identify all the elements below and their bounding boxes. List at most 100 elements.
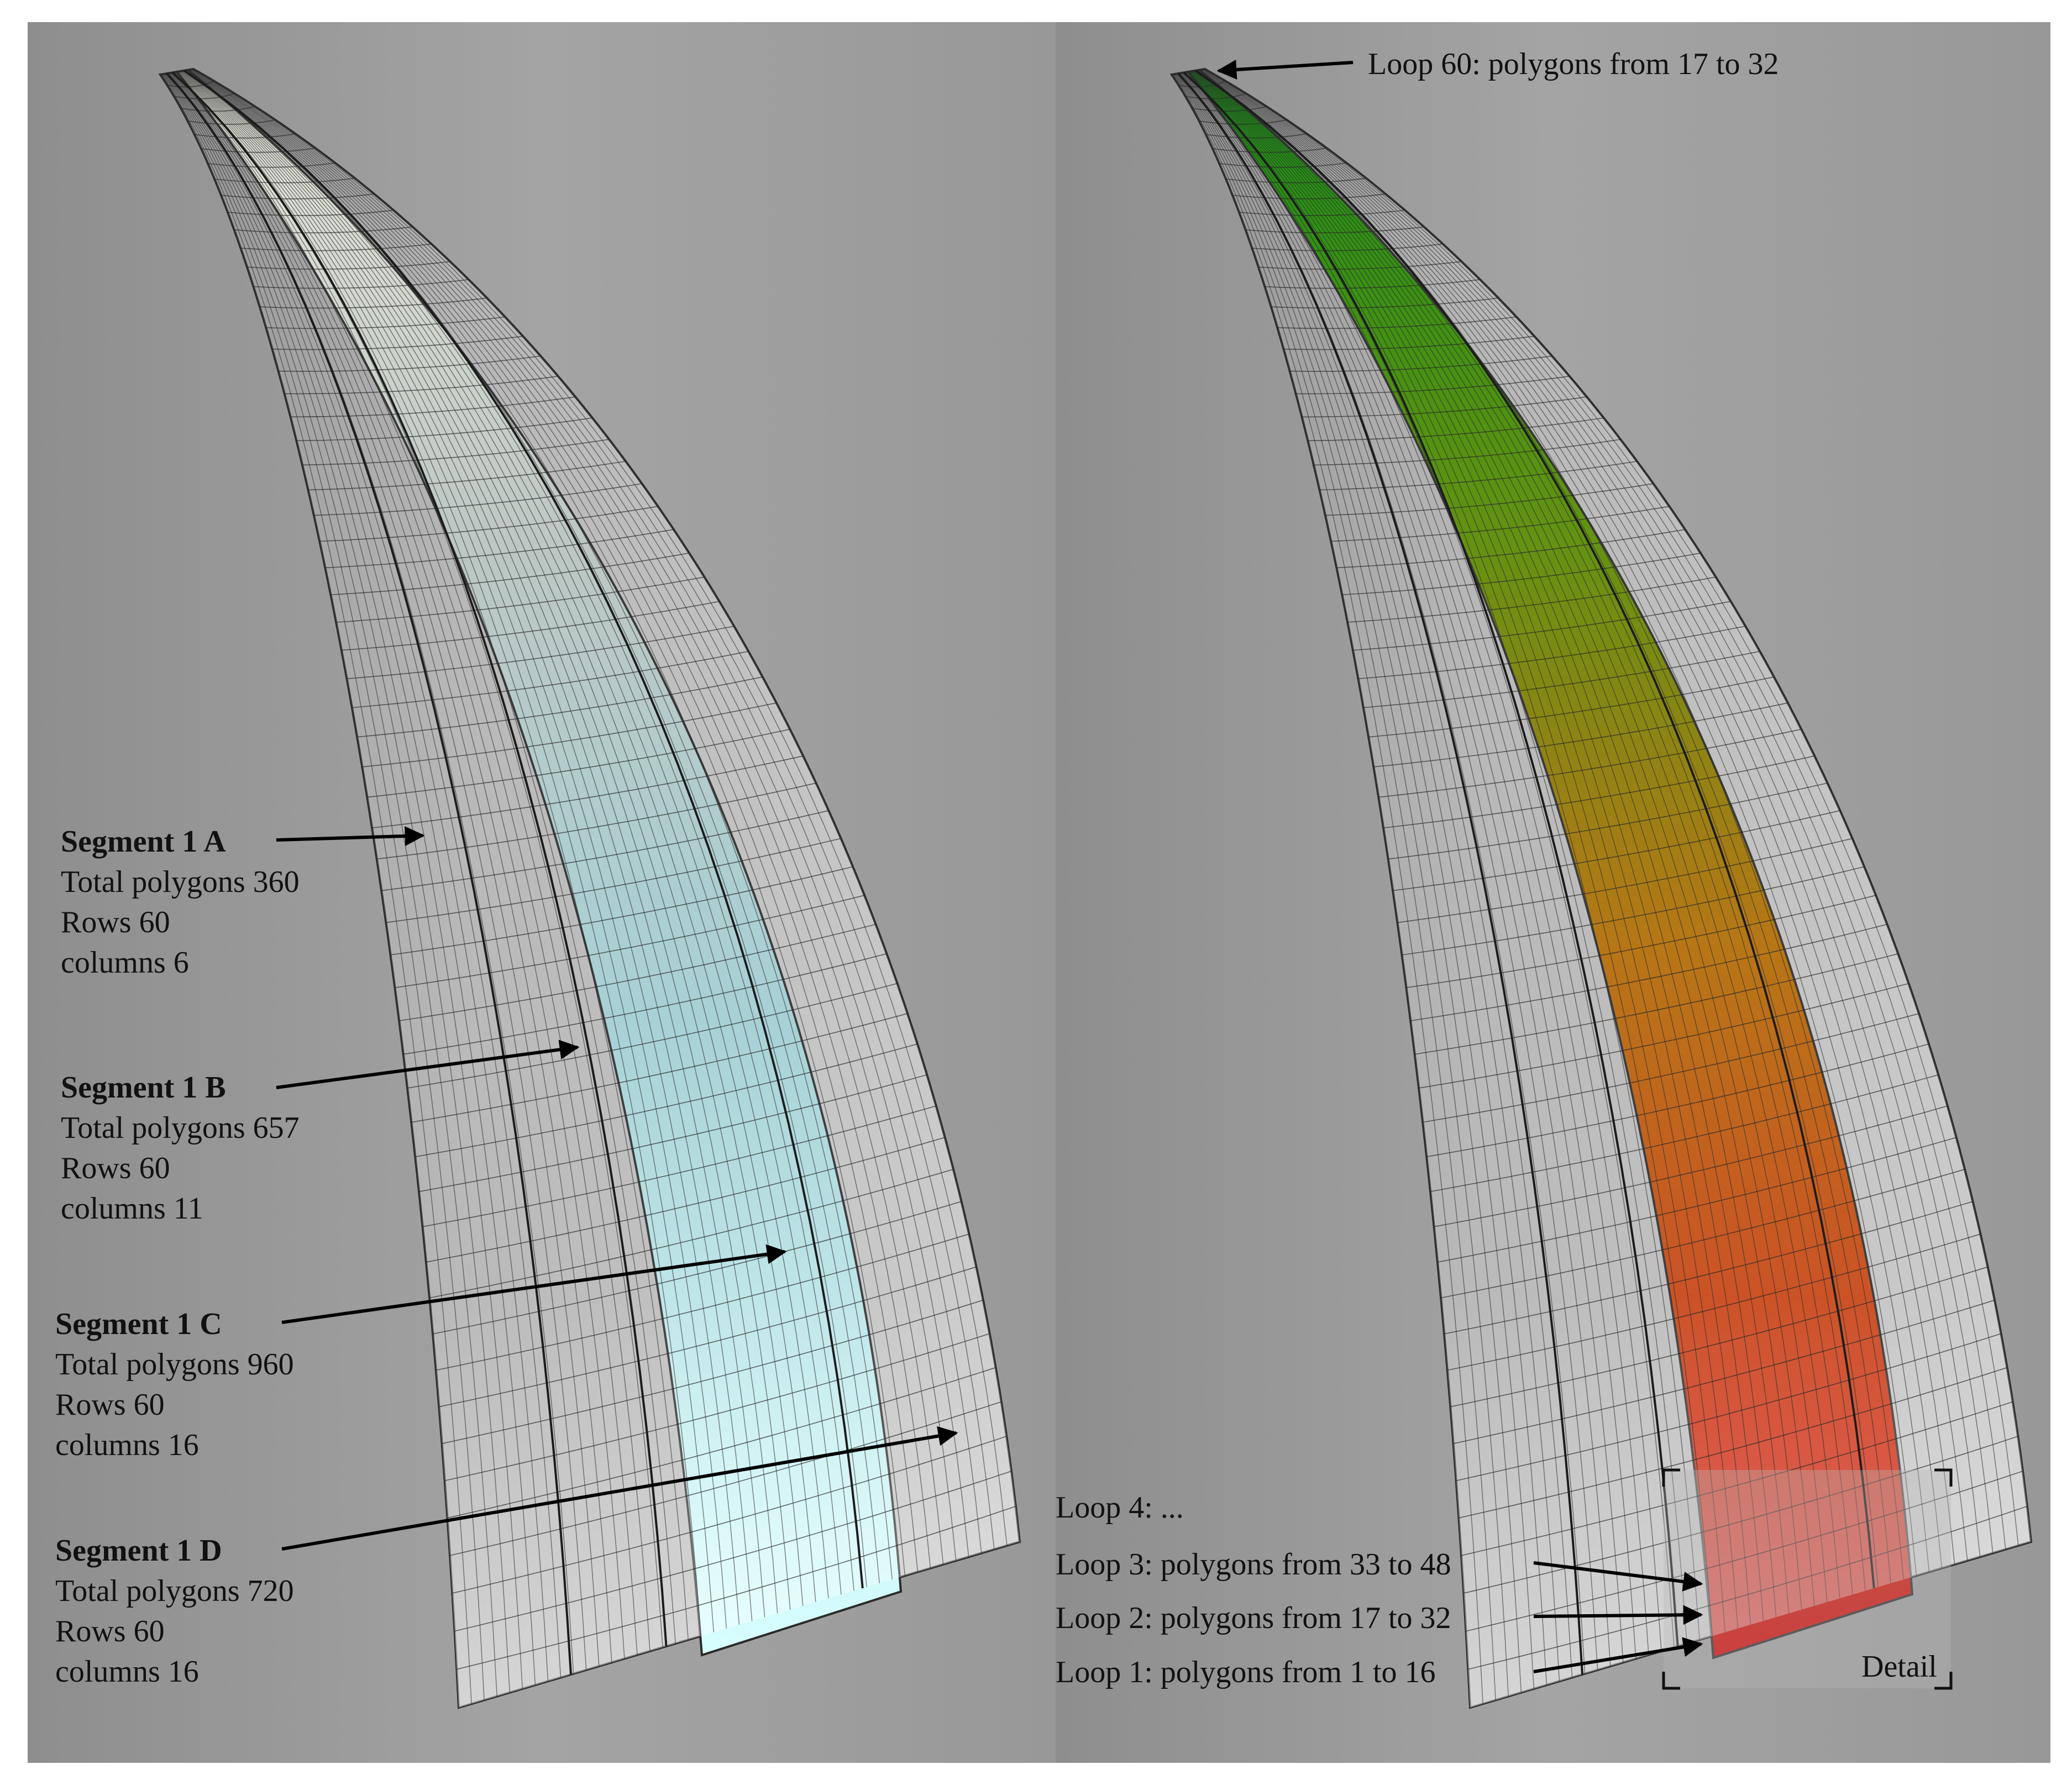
mesh-row-line — [415, 1043, 918, 1157]
mesh-row-line — [1358, 626, 1746, 679]
mesh-column-line — [1173, 73, 1509, 1697]
mesh-column-line — [162, 73, 510, 1693]
segment-1d-columns: columns 16 — [55, 1655, 199, 1689]
mesh-column-line — [1174, 73, 1522, 1693]
mesh-row-line — [1185, 93, 1246, 99]
mesh-row-line — [1336, 529, 1686, 569]
mesh-column-line — [168, 73, 600, 1667]
mesh-row-line — [1410, 923, 1887, 1021]
mesh-row-line — [325, 529, 674, 569]
mesh-row-line — [386, 838, 841, 923]
arrow-segment-1a — [276, 826, 425, 846]
mesh-row-line — [336, 576, 705, 623]
arrow-segment-1b — [276, 1039, 580, 1089]
mesh-column-line — [169, 72, 612, 1663]
mesh-row-line — [313, 483, 642, 516]
mesh-column-line — [160, 74, 472, 1704]
mesh-column-line — [1182, 72, 1649, 1655]
mesh-row-line — [1393, 810, 1840, 891]
mesh-row-line — [1308, 417, 1604, 442]
mesh-row-line — [1373, 702, 1788, 768]
mesh-row-line — [411, 1013, 908, 1123]
segment-1a-title: Segment 1 A — [61, 825, 226, 859]
mesh-row-line — [341, 601, 720, 651]
mesh-row-line — [308, 460, 626, 491]
mesh-column-line — [1186, 72, 1713, 1636]
mesh-column-line — [191, 69, 982, 1553]
mesh-row-line — [407, 983, 898, 1089]
mesh-column-line — [174, 72, 701, 1636]
right-sail-grid — [1172, 69, 2028, 1704]
mesh-column-line — [1181, 72, 1636, 1659]
mesh-row-line — [395, 895, 865, 989]
mesh-column-line — [1187, 71, 1739, 1629]
left-sail-glow — [160, 69, 1020, 1708]
mesh-row-line — [1342, 553, 1701, 596]
right-sail — [1169, 67, 2033, 1709]
segment-1b-columns: columns 11 — [61, 1191, 203, 1226]
mesh-column-line — [1184, 72, 1687, 1644]
segment-1d-rows: Rows 60 — [55, 1614, 165, 1648]
mesh-row-line — [1423, 1013, 1919, 1123]
right-sail-glow — [1172, 69, 2031, 1708]
mesh-row-line — [319, 506, 658, 542]
mesh-column-line — [170, 72, 638, 1655]
mesh-row-line — [367, 728, 790, 798]
segment-1b-total: Total polygons 657 — [61, 1111, 300, 1145]
mesh-column-line — [170, 72, 625, 1659]
mesh-column-line — [1188, 71, 1764, 1621]
mesh-column-line — [187, 70, 919, 1572]
mesh-column-line — [177, 71, 753, 1621]
mesh-row-line — [1397, 838, 1853, 923]
mesh-column-line — [182, 70, 842, 1595]
mesh-column-line — [189, 69, 957, 1561]
mesh-column-line — [1203, 69, 2006, 1550]
mesh-column-line — [167, 73, 587, 1670]
arrow-segment-1d — [281, 1426, 958, 1551]
detail-label: Detail — [1861, 1650, 1937, 1684]
mesh-row-line — [347, 626, 735, 679]
mesh-column-line — [1194, 70, 1853, 1595]
mesh-column-line — [1202, 69, 1994, 1553]
segment-1a-columns: columns 6 — [61, 946, 189, 980]
loop-2-label: Loop 2: polygons from 17 to 32 — [1056, 1601, 1451, 1635]
mesh-row-line — [331, 553, 690, 596]
mesh-row-line — [1418, 983, 1909, 1089]
mesh-column-line — [1198, 70, 1917, 1576]
mesh-column-line — [161, 74, 485, 1700]
mesh-row-line — [1277, 316, 1517, 329]
mesh-column-line — [1199, 70, 1943, 1568]
mesh-row-line — [1406, 895, 1876, 989]
mesh-row-line — [1325, 483, 1654, 516]
segment-1b-title: Segment 1 B — [61, 1070, 226, 1105]
mesh-row-line — [259, 297, 487, 309]
mesh-row-line — [1271, 297, 1499, 309]
segment-boundary-line — [183, 70, 864, 1589]
mesh-column-line — [166, 73, 562, 1678]
mesh-column-line — [183, 70, 854, 1591]
segment-boundary-line — [171, 71, 668, 1647]
mesh-row-line — [1331, 506, 1670, 542]
segment-1c-rows: Rows 60 — [55, 1388, 165, 1422]
mesh-row-line — [1352, 601, 1731, 651]
mesh-column-line — [165, 73, 549, 1682]
mesh-row-line — [296, 417, 592, 442]
mesh-row-line — [1347, 576, 1716, 623]
segment-1c-columns: columns 16 — [55, 1428, 199, 1462]
segment-1c-title: Segment 1 C — [55, 1307, 222, 1341]
segment-boundary-line — [1195, 70, 1875, 1589]
mesh-column-line — [185, 70, 880, 1584]
mesh-column-line — [188, 70, 931, 1568]
segment-boundary-line — [1177, 72, 1583, 1675]
mesh-row-line — [1383, 755, 1815, 828]
mesh-column-line — [192, 69, 1008, 1546]
mesh-row-line — [399, 923, 876, 1021]
mesh-column-line — [1196, 70, 1891, 1584]
mesh-column-line — [162, 73, 497, 1697]
mesh-column-line — [164, 73, 523, 1689]
mesh-column-line — [1188, 71, 1751, 1625]
segment-1a-rows: Rows 60 — [61, 905, 170, 939]
segment-1b-rows: Rows 60 — [61, 1151, 170, 1185]
mesh-column-line — [171, 72, 651, 1651]
mesh-column-line — [1172, 74, 1483, 1704]
